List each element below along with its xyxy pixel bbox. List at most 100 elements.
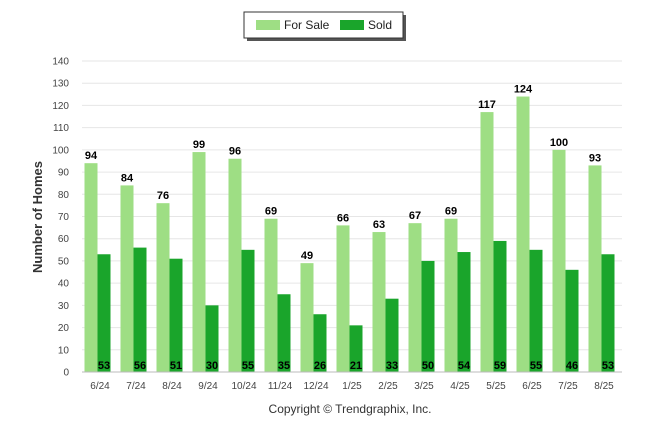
bar-for-sale: [408, 223, 422, 372]
y-tick-label: 120: [52, 101, 69, 112]
data-label-for-sale: 76: [157, 190, 169, 202]
data-label-for-sale: 67: [409, 210, 421, 222]
bar-for-sale: [192, 152, 206, 372]
y-axis-label: Number of Homes: [30, 161, 45, 273]
bar-for-sale: [552, 149, 566, 372]
bar-sold: [241, 249, 255, 372]
bar-sold: [277, 294, 291, 372]
data-label-for-sale: 100: [550, 137, 568, 149]
x-tick-label: 8/24: [162, 381, 182, 392]
data-label-sold: 59: [494, 360, 506, 372]
bar-sold: [97, 254, 111, 372]
data-label-for-sale: 63: [373, 219, 385, 231]
x-tick-label: 11/24: [268, 381, 293, 392]
bar-sold: [529, 249, 543, 372]
bar-for-sale: [120, 185, 134, 372]
bar-sold: [457, 252, 471, 372]
x-tick-label: 7/24: [126, 381, 146, 392]
x-axis-ticks: 6/24 7/24 8/24 9/24 10/24 11/24 12/24 1/25 2/25 3…: [90, 381, 614, 392]
bar-sold: [133, 247, 147, 372]
data-label-for-sale: 69: [445, 206, 457, 218]
y-axis-ticks: 0 10 20 30 40 50 60 70 80 90 100 110 120 130 140: [52, 57, 69, 379]
data-label-sold: 56: [134, 360, 146, 372]
legend-swatch-for-sale: [256, 20, 280, 30]
data-label-for-sale: 124: [514, 84, 533, 96]
legend: For Sale Sold: [243, 11, 406, 41]
bar-for-sale: [444, 218, 458, 372]
data-label-sold: 53: [602, 360, 614, 372]
y-tick-label: 20: [58, 323, 70, 334]
data-label-for-sale: 96: [229, 146, 241, 158]
y-tick-label: 60: [58, 234, 70, 245]
data-label-sold: 55: [530, 360, 542, 372]
y-tick-label: 0: [63, 368, 69, 379]
y-tick-label: 130: [52, 79, 69, 90]
bar-sold: [601, 254, 615, 372]
bar-for-sale: [300, 263, 314, 372]
bar-for-sale: [264, 218, 278, 372]
x-tick-label: 9/24: [198, 381, 218, 392]
data-label-for-sale: 99: [193, 139, 205, 151]
bar-for-sale: [372, 232, 386, 372]
y-tick-label: 90: [58, 168, 70, 179]
data-label-sold: 54: [458, 360, 471, 372]
data-label-sold: 35: [278, 360, 290, 372]
y-tick-label: 140: [52, 57, 69, 68]
bar-for-sale: [516, 96, 530, 373]
x-tick-label: 4/25: [450, 381, 470, 392]
y-tick-label: 100: [52, 145, 69, 156]
bar-for-sale: [480, 112, 494, 372]
data-label-for-sale: 66: [337, 212, 349, 224]
x-tick-label: 6/25: [522, 381, 542, 392]
bar-sold: [169, 258, 183, 372]
data-label-sold: 51: [170, 360, 182, 372]
bar-sold: [493, 240, 507, 372]
bar-for-sale: [336, 225, 350, 372]
legend-label-sold: Sold: [368, 18, 392, 32]
x-tick-label: 3/25: [414, 381, 434, 392]
data-label-sold: 55: [242, 360, 254, 372]
y-tick-label: 10: [58, 345, 70, 356]
bar-sold: [205, 305, 219, 372]
data-label-for-sale: 49: [301, 250, 313, 262]
data-label-for-sale: 117: [478, 99, 496, 111]
data-label-sold: 26: [314, 360, 326, 372]
data-label-sold: 50: [422, 360, 434, 372]
x-tick-label: 12/24: [303, 381, 328, 392]
x-tick-label: 2/25: [378, 381, 398, 392]
bar-for-sale: [156, 203, 170, 372]
bar-for-sale: [228, 158, 242, 372]
bars: 94 53 84 56 76 51 99 30 96 55 69 35 49 26 66 21 63 33 67 50…: [84, 84, 615, 373]
bar-sold: [385, 298, 399, 372]
y-tick-label: 70: [58, 212, 70, 223]
x-tick-label: 10/24: [231, 381, 256, 392]
y-tick-label: 80: [58, 190, 70, 201]
data-label-sold: 33: [386, 360, 398, 372]
bar-sold: [349, 325, 363, 372]
data-label-sold: 30: [206, 360, 218, 372]
bar-for-sale: [588, 165, 602, 372]
x-tick-label: 7/25: [558, 381, 578, 392]
y-tick-label: 50: [58, 256, 70, 267]
y-tick-label: 110: [53, 123, 69, 134]
data-label-for-sale: 69: [265, 206, 277, 218]
data-label-sold: 53: [98, 360, 110, 372]
x-tick-label: 8/25: [594, 381, 614, 392]
bar-sold: [565, 269, 579, 372]
legend-label-for-sale: For Sale: [284, 18, 330, 32]
bar-sold: [421, 260, 435, 372]
bar-sold: [313, 314, 327, 372]
y-tick-label: 40: [58, 279, 70, 290]
data-label-for-sale: 84: [121, 172, 134, 184]
data-label-sold: 21: [350, 360, 362, 372]
bar-for-sale: [84, 163, 98, 372]
data-label-for-sale: 94: [85, 150, 98, 162]
x-tick-label: 1/25: [342, 381, 362, 392]
legend-swatch-sold: [340, 20, 364, 30]
data-label-for-sale: 93: [589, 152, 601, 164]
x-tick-label: 6/24: [90, 381, 110, 392]
data-label-sold: 46: [566, 360, 578, 372]
x-tick-label: 5/25: [486, 381, 506, 392]
copyright-credit: Copyright © Trendgraphix, Inc.: [269, 402, 432, 416]
